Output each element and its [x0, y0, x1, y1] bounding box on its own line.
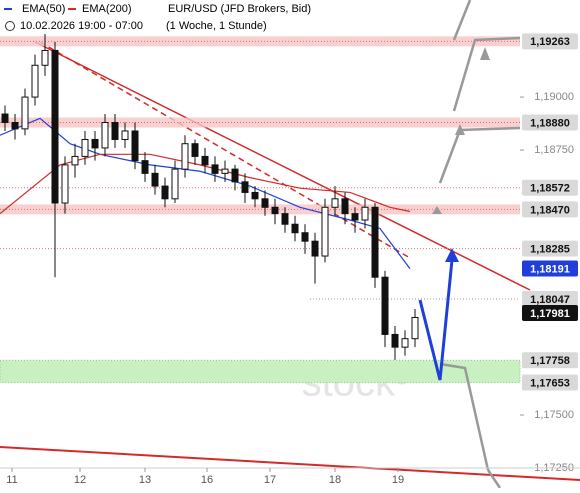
price-label-box	[522, 240, 578, 257]
candle-body	[61, 164, 69, 204]
y-tick-label: 1,19000	[534, 91, 574, 103]
candle-body	[111, 122, 119, 140]
candle-body	[131, 130, 139, 162]
candle-body	[261, 198, 269, 208]
candle-body	[81, 138, 89, 157]
price-label: 1,18470	[530, 204, 570, 216]
candle-body	[271, 206, 279, 215]
candle-body	[51, 49, 59, 204]
price-label-box	[522, 291, 578, 308]
price-label-box	[522, 305, 578, 322]
candle-body	[91, 138, 99, 149]
y-tick-label: 1,18750	[534, 144, 574, 156]
price-label-box	[522, 114, 578, 131]
candle-body	[361, 206, 369, 221]
candle-body	[371, 206, 379, 278]
candle-body	[241, 181, 249, 193]
resistance-band	[0, 204, 520, 215]
candle-body	[161, 185, 169, 200]
y-tick-label: 1,17500	[534, 409, 574, 421]
price-label: 1,18047	[530, 294, 570, 306]
plot	[0, 33, 521, 384]
trend-line	[34, 41, 531, 291]
candle-body	[21, 96, 29, 130]
price-label-box	[522, 33, 578, 50]
arrow-head	[480, 47, 490, 60]
interval: (1 Woche, 1 Stunde)	[166, 20, 267, 32]
x-tick-label: 19	[392, 474, 404, 486]
x-tick-label: 12	[74, 474, 86, 486]
price-label: 1,17653	[530, 377, 570, 389]
candle-body	[181, 143, 189, 170]
candle-body	[351, 213, 359, 221]
candle-body	[321, 206, 329, 257]
price-label: 1,18572	[530, 183, 570, 195]
candle-body	[251, 191, 259, 200]
candle-body	[121, 130, 129, 140]
price-label: 1,18285	[530, 244, 570, 256]
support-zone	[0, 359, 521, 384]
x-tick-label: 13	[139, 474, 151, 486]
price-label: 1,17981	[530, 308, 570, 320]
x-tick-label: 16	[201, 474, 213, 486]
period: 10.02.2026 19:00 - 07:00	[20, 20, 143, 32]
candle-body	[191, 143, 199, 157]
x-tick-label: 17	[264, 474, 276, 486]
arrow-head	[455, 124, 465, 135]
candle-body	[141, 160, 149, 174]
x-tick-label: 11	[6, 474, 17, 486]
candle-body	[311, 240, 319, 257]
price-label: 1,19263	[530, 36, 570, 48]
price-label: 1,18191	[530, 263, 570, 275]
price-label-box	[522, 260, 578, 277]
candle-body	[101, 122, 109, 149]
trend-line-lower	[0, 446, 580, 481]
price-label-box	[522, 179, 578, 196]
x-tick-label: 18	[329, 474, 341, 486]
candle-body	[201, 155, 209, 166]
candle-body	[341, 198, 349, 215]
trend-line-dashed	[39, 41, 411, 259]
scenario-arrows	[438, 0, 521, 489]
candle-body	[291, 223, 299, 234]
clock-icon	[5, 21, 15, 31]
resistance-band	[0, 117, 520, 128]
candle-body	[301, 232, 309, 242]
instrument: EUR/USD (JFD Brokers, Bid)	[168, 3, 311, 15]
price-label: 1,17758	[530, 355, 570, 367]
candle-body	[151, 172, 159, 187]
header-bg	[0, 0, 300, 34]
arrow-head	[445, 248, 459, 262]
candle-body	[281, 213, 289, 225]
candle-body	[391, 333, 399, 348]
candle-body	[31, 64, 39, 98]
arrow-head	[432, 206, 442, 214]
candle-body	[381, 276, 389, 335]
candle-body	[221, 168, 229, 174]
candle-body	[11, 122, 19, 130]
price-label-box	[522, 374, 578, 391]
legend-entry: EMA(50)	[22, 3, 65, 15]
candle-body	[401, 338, 409, 348]
resistance-band	[0, 36, 520, 47]
candle-body	[1, 113, 9, 124]
candle-body	[171, 168, 179, 200]
candle-body	[41, 49, 49, 66]
legend-entry: EMA(200)	[82, 3, 132, 15]
candle-body	[231, 168, 239, 183]
candle-body	[331, 198, 339, 208]
price-label: 1,18880	[530, 117, 570, 129]
price-label-box	[522, 201, 578, 218]
forecast-arrow	[418, 259, 454, 381]
price-label-box	[522, 352, 578, 369]
ema-line	[0, 117, 411, 270]
candle-body	[411, 316, 419, 340]
candle-body	[211, 164, 219, 174]
candle-body	[71, 155, 79, 166]
